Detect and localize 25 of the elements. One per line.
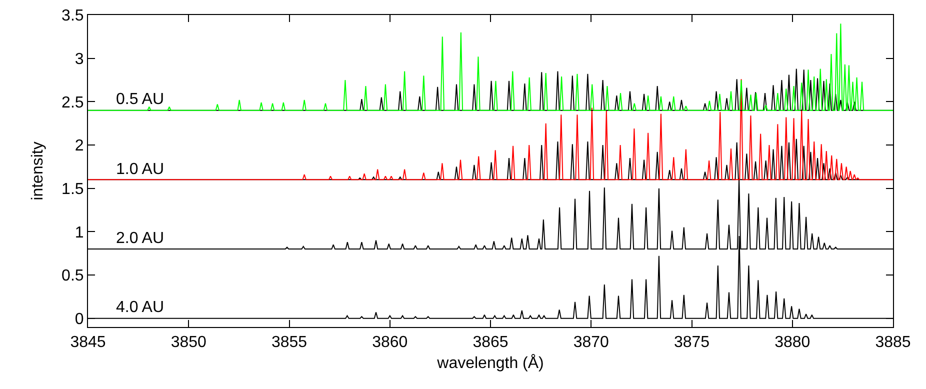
series-label: 1.0 AU — [116, 161, 164, 178]
y-tick-label: 1.5 — [62, 180, 84, 198]
x-tick-label: 3845 — [70, 334, 106, 352]
y-tick-label: 0.5 — [62, 268, 84, 285]
y-tick-label: 3 — [74, 50, 84, 68]
x-tick-label: 3865 — [472, 334, 508, 352]
series-label: 0.5 AU — [116, 91, 164, 108]
x-axis-title: wavelength (Å) — [436, 354, 544, 372]
series-label: 2.0 AU — [116, 230, 164, 247]
y-tick-label: 0 — [74, 310, 84, 328]
y-tick-label: 2 — [74, 138, 84, 155]
x-tick-label: 3855 — [271, 334, 308, 352]
x-tick-label: 3860 — [372, 334, 408, 352]
series-label: 4.0 AU — [116, 299, 164, 316]
y-tick-label: 3.5 — [62, 8, 84, 25]
x-tick-label: 3885 — [875, 334, 911, 352]
y-axis-title: intensity — [29, 142, 46, 200]
y-tick-label: 2.5 — [62, 94, 84, 112]
line-series — [88, 78, 893, 180]
y-tick-label: 1 — [74, 224, 84, 242]
x-tick-label: 3850 — [170, 334, 207, 352]
line-series — [88, 23, 893, 111]
x-tick-label: 3875 — [674, 334, 710, 352]
x-tick-label: 3880 — [774, 334, 810, 352]
x-tick-label: 3870 — [573, 334, 610, 352]
